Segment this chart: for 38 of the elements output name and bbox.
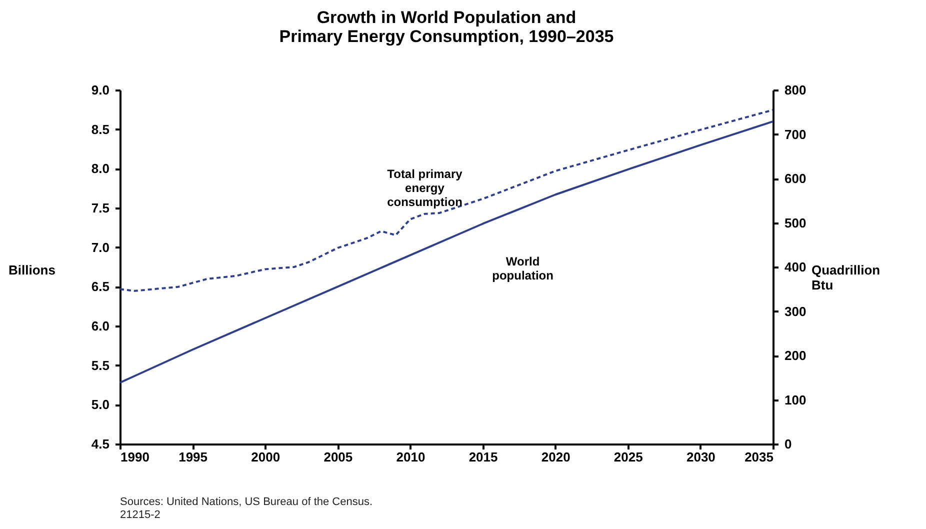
x-tick-label: 2000 [251,450,280,464]
x-tick-label: 1990 [120,450,150,464]
y-tick-label: 6.5 [91,279,110,294]
y2-tick-label: 200 [784,348,806,363]
x-tick-label: 1995 [178,450,208,464]
line-series [119,108,774,292]
y-tick-label: 5.0 [91,397,110,412]
text: World population [492,254,554,283]
y2-tick-label: 300 [784,304,806,319]
y-tick-label: 8.5 [91,122,110,137]
y-tick-label: 5.5 [91,358,110,373]
y-tick-label: 8.0 [91,161,110,176]
y-tick-label: 9.0 [91,82,110,98]
series-label: Total primary energy consumption [387,166,463,209]
x-tick-label: 2035 [744,450,774,464]
y2-tick-label: 800 [784,82,806,98]
source-note: Sources: United Nations, US Bureau of the Census. [120,496,373,509]
x-tick-label: 2020 [541,450,570,464]
y2-tick-label: 100 [784,392,806,408]
y2-tick-label: 0 [784,436,792,452]
x-tick-label: 2005 [324,450,353,464]
chart-title: Growth in World Population and Primary Energy Consumption, 1990–2035 [279,8,614,46]
y-tick-label: 6.0 [91,318,110,334]
y-tick-label: 4.5 [91,436,110,452]
y2-axis-title: Quadrillion Btu [812,262,880,292]
y-tick-label: 7.5 [91,200,110,216]
y2-tick-label: 400 [784,260,806,274]
y2-tick-label: 700 [784,126,806,142]
y-axis-title: Billions [8,262,56,278]
line-series [119,120,774,384]
y-tick-label: 7.0 [91,240,110,255]
y2-tick-label: 500 [784,215,806,230]
text: 21215-2 [120,509,162,522]
y2-tick-label: 600 [784,171,806,186]
x-tick-label: 2010 [396,450,426,464]
x-tick-label: 2015 [468,450,498,464]
x-tick-label: 2025 [614,450,643,464]
x-tick-label: 2030 [686,450,716,464]
